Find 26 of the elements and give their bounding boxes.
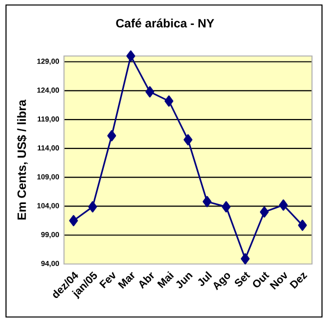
- point: [260, 206, 269, 218]
- x-tick-label: Ago: [214, 273, 230, 290]
- x-tick-label: Fev: [99, 272, 116, 288]
- x-tick-label: Abr: [139, 272, 154, 289]
- x-tick-label: Mar: [118, 272, 135, 289]
- point: [107, 130, 116, 142]
- point: [202, 196, 212, 208]
- x-tick-label: Jul: [198, 271, 212, 286]
- point: [164, 95, 174, 107]
- x-tick-label: Mai: [157, 271, 174, 288]
- point: [298, 220, 307, 231]
- x-tick-label: Dez: [290, 272, 308, 289]
- x-tick-label: Jun: [176, 272, 193, 288]
- y-axis-title: Em Cents, US$ / libra: [16, 100, 28, 220]
- chart-title: Café arábica - NY: [116, 18, 214, 28]
- point: [222, 201, 231, 212]
- x-tick-label: Out: [253, 272, 270, 288]
- x-tick-label: Set: [234, 272, 250, 286]
- x-tick-label: Nov: [270, 272, 288, 290]
- point: [240, 253, 250, 264]
- point: [88, 201, 98, 212]
- point: [69, 215, 78, 226]
- point: [184, 134, 192, 146]
- point: [278, 199, 288, 211]
- point: [126, 50, 136, 62]
- point: [145, 86, 154, 98]
